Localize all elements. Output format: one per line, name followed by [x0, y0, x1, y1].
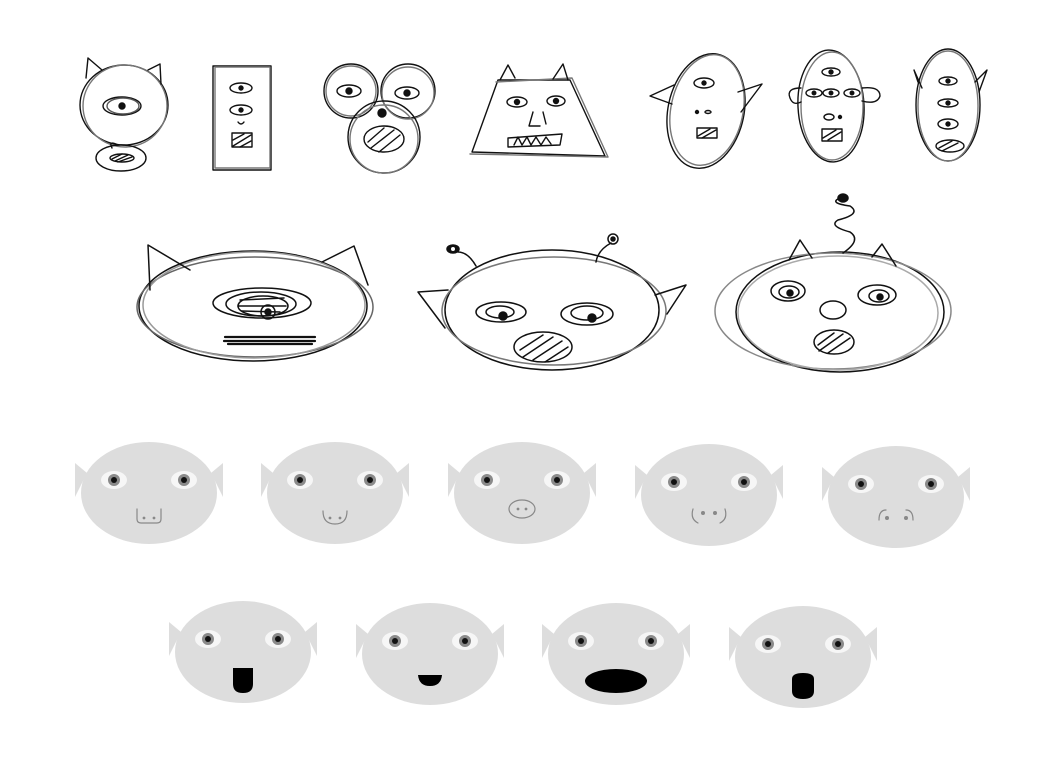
- sketch-oval-eared-face: [788, 49, 881, 163]
- eye: [452, 632, 478, 650]
- eye: [638, 632, 664, 650]
- face-mouth-small-half: [356, 603, 504, 705]
- face-nose-curly-dots: [635, 444, 783, 546]
- left-ear: [75, 463, 87, 497]
- head: [828, 446, 964, 548]
- face-nose-smile-dots: [261, 442, 409, 544]
- face-nose-paren-dots: [822, 446, 970, 548]
- head: [362, 603, 498, 705]
- eye: [265, 630, 291, 648]
- left-ear: [356, 624, 368, 658]
- face-mouth-round-o: [729, 606, 877, 708]
- left-ear: [169, 622, 181, 656]
- head: [454, 442, 590, 544]
- sketch-cyclops-on-stand: [79, 57, 169, 172]
- right-ear: [771, 465, 783, 499]
- sketch-oval-horned-narrow: [913, 48, 988, 162]
- sketch-oval-horned-face: [649, 53, 763, 169]
- sketch-row-top: [79, 48, 988, 174]
- left-ear: [261, 463, 273, 497]
- sketch-wide-antenna-face: [417, 233, 687, 371]
- eye: [755, 635, 781, 653]
- right-ear: [397, 463, 409, 497]
- head: [548, 603, 684, 705]
- left-ear: [729, 627, 741, 661]
- nose: [508, 499, 536, 519]
- nose: [136, 508, 162, 524]
- eye: [382, 632, 408, 650]
- face-nose-u-shape: [75, 442, 223, 544]
- face-nose-snout: [448, 442, 596, 544]
- head: [267, 442, 403, 544]
- mouth: [585, 669, 647, 693]
- right-ear: [678, 624, 690, 658]
- right-ear: [958, 467, 970, 501]
- nose-variants-row: [75, 442, 970, 548]
- left-ear: [448, 463, 460, 497]
- eye: [848, 475, 874, 493]
- left-ear: [542, 624, 554, 658]
- right-ear: [211, 463, 223, 497]
- sketch-wide-cat-cyclops: [136, 244, 374, 362]
- eye: [171, 471, 197, 489]
- face-mouth-tall-rect: [169, 601, 317, 703]
- sketch-wide-spring-cat: [714, 193, 952, 373]
- eye: [825, 635, 851, 653]
- eye: [661, 473, 687, 491]
- eye: [544, 471, 570, 489]
- eye: [474, 471, 500, 489]
- nose: [691, 508, 727, 524]
- nose: [322, 510, 348, 525]
- right-ear: [492, 624, 504, 658]
- right-ear: [865, 627, 877, 661]
- eye: [195, 630, 221, 648]
- eye: [918, 475, 944, 493]
- eye: [357, 471, 383, 489]
- right-ear: [584, 463, 596, 497]
- head: [175, 601, 311, 703]
- head: [81, 442, 217, 544]
- left-ear: [822, 467, 834, 501]
- mouth: [418, 675, 442, 686]
- mouth-variants-row: [169, 601, 877, 708]
- sketch-row-middle: [136, 193, 952, 373]
- sketch-trapezoid-cat: [469, 63, 609, 158]
- mouth: [233, 668, 253, 693]
- eye: [101, 471, 127, 489]
- right-ear: [305, 622, 317, 656]
- mouth: [792, 673, 814, 699]
- left-ear: [635, 465, 647, 499]
- sketch-rectangle-robot: [212, 65, 272, 171]
- eye: [731, 473, 757, 491]
- head: [735, 606, 871, 708]
- eye: [287, 471, 313, 489]
- face-mouth-wide-oval: [542, 603, 690, 705]
- eye: [568, 632, 594, 650]
- head: [641, 444, 777, 546]
- nose: [878, 509, 914, 521]
- sketch-triple-circle: [323, 63, 436, 174]
